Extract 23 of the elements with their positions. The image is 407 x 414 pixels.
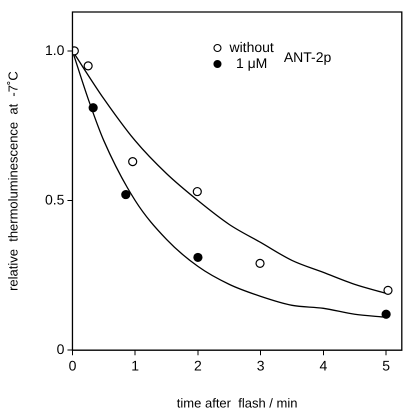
legend-label: without [228, 38, 274, 55]
x-tick-label: 2 [194, 357, 202, 374]
x-tick-label: 3 [256, 357, 265, 374]
y-tick-label: 1.0 [44, 42, 65, 58]
x-tick-label: 0 [68, 357, 77, 374]
point [84, 61, 93, 70]
point [192, 186, 202, 196]
legend-title: ANT-2p [284, 48, 332, 65]
legend-label: 1 μM [236, 54, 268, 71]
point [88, 103, 98, 112]
point [255, 258, 265, 268]
point [128, 157, 138, 166]
x-axis-title: time after flash / min [176, 396, 298, 411]
x-tick-label: 5 [382, 357, 390, 374]
y-tick-label: 0.5 [44, 191, 65, 208]
point [193, 252, 203, 262]
point [383, 286, 393, 295]
x-tick-label: 1 [131, 357, 140, 374]
x-tick-label: 4 [319, 357, 328, 374]
point [121, 190, 130, 200]
point [382, 310, 391, 319]
y-tick-label: 0 [56, 341, 65, 358]
y-axis-title: relative thermoluminescence at -7˚C [6, 71, 21, 291]
